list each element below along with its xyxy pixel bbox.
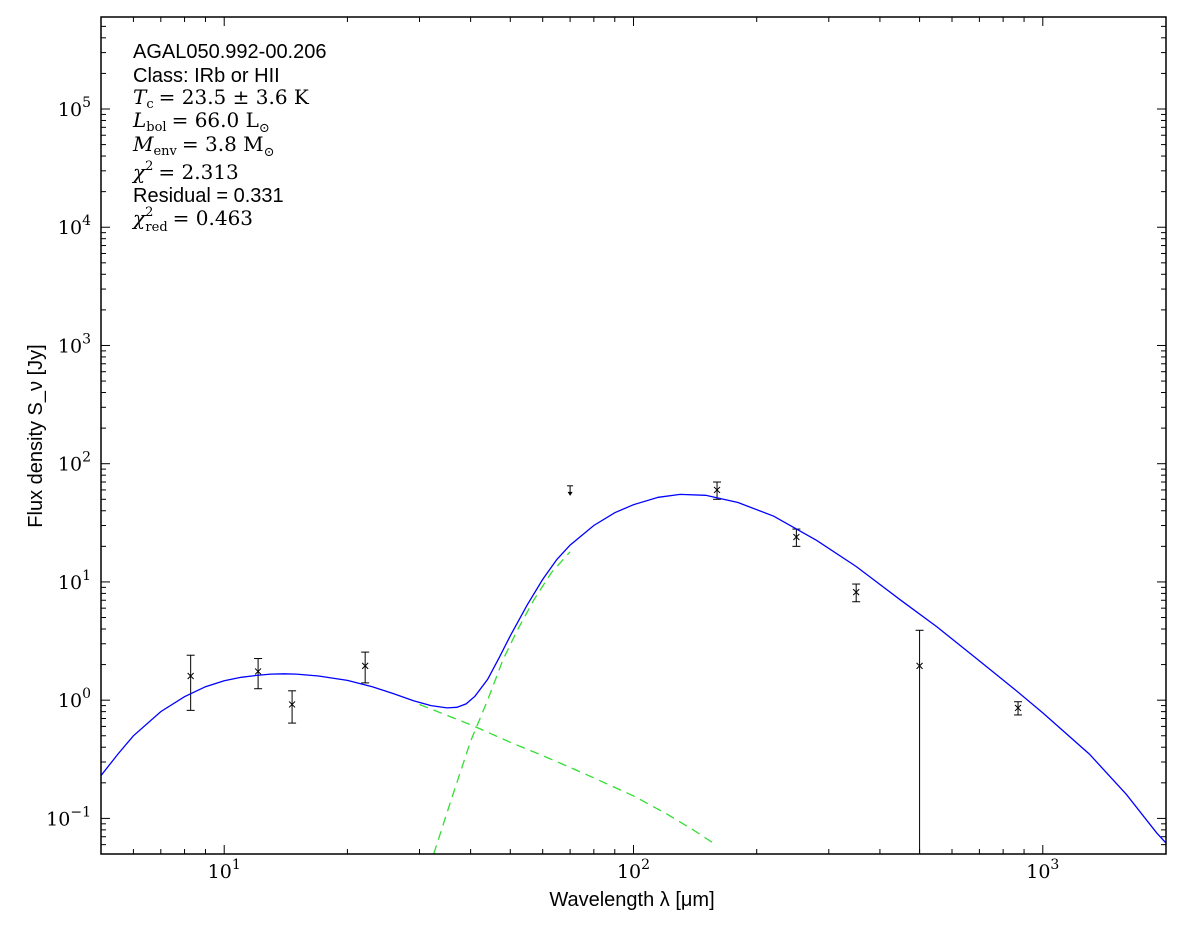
x-tick-label: 102 bbox=[617, 857, 650, 883]
data-marker bbox=[793, 533, 800, 541]
data-marker bbox=[1014, 704, 1022, 712]
annot-tc: Tc = 23.5 ± 3.6 K bbox=[133, 85, 310, 112]
data-point bbox=[186, 654, 195, 711]
data-marker bbox=[852, 588, 860, 596]
data-point bbox=[713, 481, 722, 500]
data-marker bbox=[361, 662, 369, 670]
data-point bbox=[254, 658, 263, 690]
data-marker bbox=[288, 701, 296, 708]
data-point bbox=[852, 583, 861, 603]
data-marker bbox=[916, 662, 923, 670]
annot-chi2-red: χ2 red = 0.463 bbox=[131, 205, 253, 235]
data-marker bbox=[254, 668, 262, 675]
y-axis-label: Flux density S_ν [Jy] bbox=[25, 344, 47, 527]
upper-limit-point bbox=[567, 485, 574, 496]
x-tick-label: 103 bbox=[1026, 857, 1059, 883]
annot-residual: Residual = 0.331 bbox=[133, 185, 284, 207]
source-class: Class: IRb or HII bbox=[133, 65, 280, 87]
source-name: AGAL050.992-00.206 bbox=[133, 41, 327, 63]
data-point bbox=[915, 629, 924, 854]
data-marker bbox=[187, 672, 195, 680]
data-point bbox=[792, 528, 801, 547]
data-marker bbox=[713, 486, 721, 494]
annotation-block: AGAL050.992-00.206 Class: IRb or HII Tc =… bbox=[131, 41, 327, 235]
data-point bbox=[1014, 701, 1023, 716]
data-point bbox=[361, 651, 370, 684]
model-component-curve bbox=[433, 551, 571, 854]
total-model-curve bbox=[101, 493, 1166, 844]
y-tick-label: 104 bbox=[58, 213, 91, 239]
y-tick-label: 102 bbox=[58, 450, 91, 476]
x-tick-label: 101 bbox=[208, 857, 241, 883]
y-tick-label: 100 bbox=[58, 686, 91, 712]
model-component-curve bbox=[419, 703, 718, 847]
y-tick-label: 105 bbox=[58, 95, 91, 121]
y-tick-label: 101 bbox=[58, 568, 91, 594]
upper-limit-arrow bbox=[567, 491, 573, 496]
y-tick-label: 10−1 bbox=[46, 804, 91, 830]
annot-lbol: Lbol = 66.0 L⊙ bbox=[132, 108, 270, 136]
annot-chi2: χ2 = 2.313 bbox=[131, 159, 239, 184]
data-point bbox=[288, 690, 297, 724]
x-axis-label: Wavelength λ [μm] bbox=[549, 889, 714, 911]
annot-menv: Menv = 3.8 M⊙ bbox=[132, 132, 275, 160]
y-tick-label: 103 bbox=[58, 331, 91, 357]
